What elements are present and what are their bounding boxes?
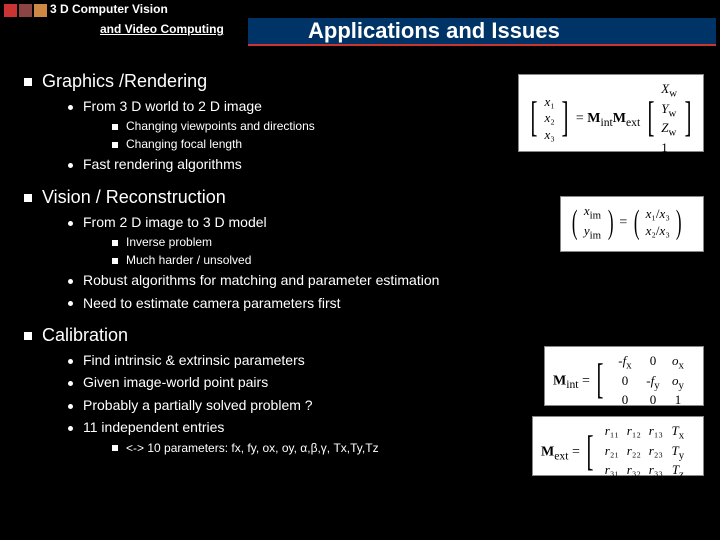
section-heading: Calibration xyxy=(24,322,720,349)
equation-mint: Mint = [ -fx0ox 0-fyoy 001 ] xyxy=(544,346,704,406)
slide-header: 3 D Computer Vision Applications and Iss… xyxy=(0,0,720,50)
list-item: Need to estimate camera parameters first xyxy=(68,292,720,314)
equation-image-coords: ( ximyim ) = ( x₁/x₃x₂/x₃ ) xyxy=(560,196,704,252)
header-line2: and Video Computing xyxy=(100,22,224,36)
slide-title: Applications and Issues xyxy=(308,18,560,44)
color-blocks xyxy=(4,4,47,17)
list-item: Much harder / unsolved xyxy=(112,251,720,269)
list-item: Robust algorithms for matching and param… xyxy=(68,269,720,291)
equation-projection: [ x₁x₂x₃ ] = MintMext [ XwYwZw1 ] xyxy=(518,74,704,152)
title-bar: Applications and Issues xyxy=(248,18,716,46)
equation-mext: Mext = [ r₁₁r₁₂r₁₃Tx r₂₁r₂₂r₂₃Ty r₃₁r₃₂r… xyxy=(532,416,704,476)
header-line1: 3 D Computer Vision xyxy=(50,2,168,16)
